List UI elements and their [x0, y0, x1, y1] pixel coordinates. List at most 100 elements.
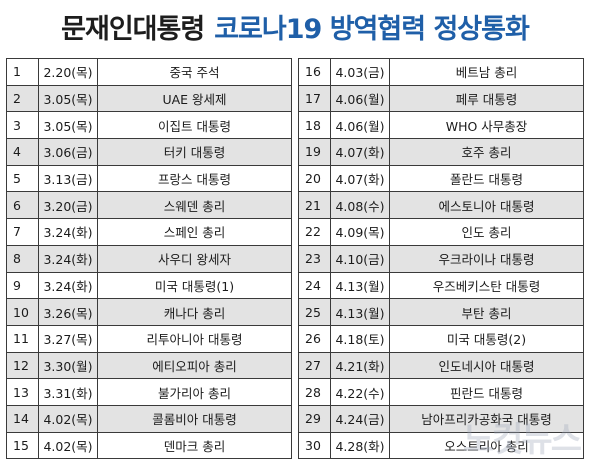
counterpart-name: 덴마크 총리 [97, 431, 292, 460]
call-date: 3.31(화) [38, 378, 98, 406]
counterpart-name: 캐나다 총리 [97, 298, 292, 326]
call-date: 3.30(월) [38, 351, 98, 380]
row-number: 11 [6, 324, 39, 353]
call-date: 4.22(수) [330, 378, 390, 406]
table-row: 17 4.06(월) 페루 대통령 [298, 84, 584, 113]
row-number: 7 [6, 218, 39, 246]
row-number: 1 [6, 58, 39, 86]
counterpart-name: 호주 총리 [389, 138, 584, 166]
row-number: 26 [298, 324, 331, 353]
counterpart-name: 에스토니아 대통령 [389, 191, 584, 220]
table-row: 10 3.26(목) 캐나다 총리 [6, 298, 292, 326]
call-date: 3.24(화) [38, 218, 98, 246]
call-date: 3.27(목) [38, 324, 98, 353]
table-row: 7 3.24(화) 스페인 총리 [6, 218, 292, 246]
call-date: 4.18(토) [330, 324, 390, 353]
call-date: 3.20(금) [38, 191, 98, 220]
row-number: 13 [6, 378, 39, 406]
counterpart-name: 콜롬비아 대통령 [97, 404, 292, 433]
call-date: 4.24(금) [330, 404, 390, 433]
call-date: 4.07(화) [330, 164, 390, 193]
row-number: 8 [6, 244, 39, 273]
table-row: 5 3.13(금) 프랑스 대통령 [6, 164, 292, 193]
calls-table-left: 1 2.20(목) 중국 주석 2 3.05(목) UAE 왕세제 3 3.05(목) 이집트 … [6, 58, 292, 460]
counterpart-name: UAE 왕세제 [97, 84, 292, 113]
table-row: 21 4.08(수) 에스토니아 대통령 [298, 191, 584, 220]
call-date: 4.06(월) [330, 84, 390, 113]
counterpart-name: 스웨덴 총리 [97, 191, 292, 220]
row-number: 19 [298, 138, 331, 166]
call-date: 4.07(화) [330, 138, 390, 166]
counterpart-name: 베트남 총리 [389, 58, 584, 86]
row-number: 25 [298, 298, 331, 326]
counterpart-name: 불가리아 총리 [97, 378, 292, 406]
title-president: 문재인대통령 [61, 13, 205, 45]
table-row: 3 3.05(목) 이집트 대통령 [6, 111, 292, 140]
table-row: 15 4.02(목) 덴마크 총리 [6, 431, 292, 460]
call-date: 4.02(목) [38, 431, 98, 460]
row-number: 14 [6, 404, 39, 433]
counterpart-name: 미국 대통령(1) [97, 271, 292, 300]
call-date: 3.24(화) [38, 271, 98, 300]
counterpart-name: 인도 총리 [389, 218, 584, 246]
table-row: 2 3.05(목) UAE 왕세제 [6, 84, 292, 113]
table-row: 20 4.07(화) 폴란드 대통령 [298, 164, 584, 193]
counterpart-name: 스페인 총리 [97, 218, 292, 246]
table-row: 29 4.24(금) 남아프리카공화국 대통령 [298, 404, 584, 433]
counterpart-name: 핀란드 대통령 [389, 378, 584, 406]
row-number: 3 [6, 111, 39, 140]
counterpart-name: 부탄 총리 [389, 298, 584, 326]
row-number: 17 [298, 84, 331, 113]
row-number: 10 [6, 298, 39, 326]
table-row: 19 4.07(화) 호주 총리 [298, 138, 584, 166]
row-number: 29 [298, 404, 331, 433]
call-date: 3.06(금) [38, 138, 98, 166]
call-date: 4.13(월) [330, 271, 390, 300]
call-date: 3.24(화) [38, 244, 98, 273]
table-row: 23 4.10(금) 우크라이나 대통령 [298, 244, 584, 273]
counterpart-name: 폴란드 대통령 [389, 164, 584, 193]
page-title: 문재인대통령 코로나19 방역협력 정상통화 [0, 0, 590, 52]
table-row: 11 3.27(목) 리투아니아 대통령 [6, 324, 292, 353]
counterpart-name: 오스트리아 총리 [389, 431, 584, 460]
counterpart-name: 우크라이나 대통령 [389, 244, 584, 273]
call-date: 4.02(목) [38, 404, 98, 433]
counterpart-name: WHO 사무총장 [389, 111, 584, 140]
table-row: 28 4.22(수) 핀란드 대통령 [298, 378, 584, 406]
call-date: 4.10(금) [330, 244, 390, 273]
counterpart-name: 터키 대통령 [97, 138, 292, 166]
counterpart-name: 미국 대통령(2) [389, 324, 584, 353]
row-number: 27 [298, 351, 331, 380]
table-row: 14 4.02(목) 콜롬비아 대통령 [6, 404, 292, 433]
calls-table-right: 16 4.03(금) 베트남 총리 17 4.06(월) 페루 대통령 18 4.06(월) W… [298, 58, 584, 460]
row-number: 6 [6, 191, 39, 220]
row-number: 18 [298, 111, 331, 140]
row-number: 16 [298, 58, 331, 86]
row-number: 21 [298, 191, 331, 220]
row-number: 20 [298, 164, 331, 193]
call-date: 3.05(목) [38, 84, 98, 113]
call-date: 3.13(금) [38, 164, 98, 193]
row-number: 30 [298, 431, 331, 460]
table-row: 27 4.21(화) 인도네시아 대통령 [298, 351, 584, 380]
table-row: 26 4.18(토) 미국 대통령(2) [298, 324, 584, 353]
counterpart-name: 남아프리카공화국 대통령 [389, 404, 584, 433]
table-row: 1 2.20(목) 중국 주석 [6, 58, 292, 86]
call-date: 4.03(금) [330, 58, 390, 86]
call-date: 4.13(월) [330, 298, 390, 326]
call-date: 4.28(화) [330, 431, 390, 460]
counterpart-name: 인도네시아 대통령 [389, 351, 584, 380]
row-number: 2 [6, 84, 39, 113]
table-row: 12 3.30(월) 에티오피아 총리 [6, 351, 292, 380]
table-row: 8 3.24(화) 사우디 왕세자 [6, 244, 292, 273]
row-number: 15 [6, 431, 39, 460]
row-number: 9 [6, 271, 39, 300]
call-date: 3.05(목) [38, 111, 98, 140]
call-date: 2.20(목) [38, 58, 98, 86]
table-row: 22 4.09(목) 인도 총리 [298, 218, 584, 246]
counterpart-name: 우즈베키스탄 대통령 [389, 271, 584, 300]
call-date: 4.08(수) [330, 191, 390, 220]
counterpart-name: 이집트 대통령 [97, 111, 292, 140]
call-date: 4.21(화) [330, 351, 390, 380]
table-row: 18 4.06(월) WHO 사무총장 [298, 111, 584, 140]
